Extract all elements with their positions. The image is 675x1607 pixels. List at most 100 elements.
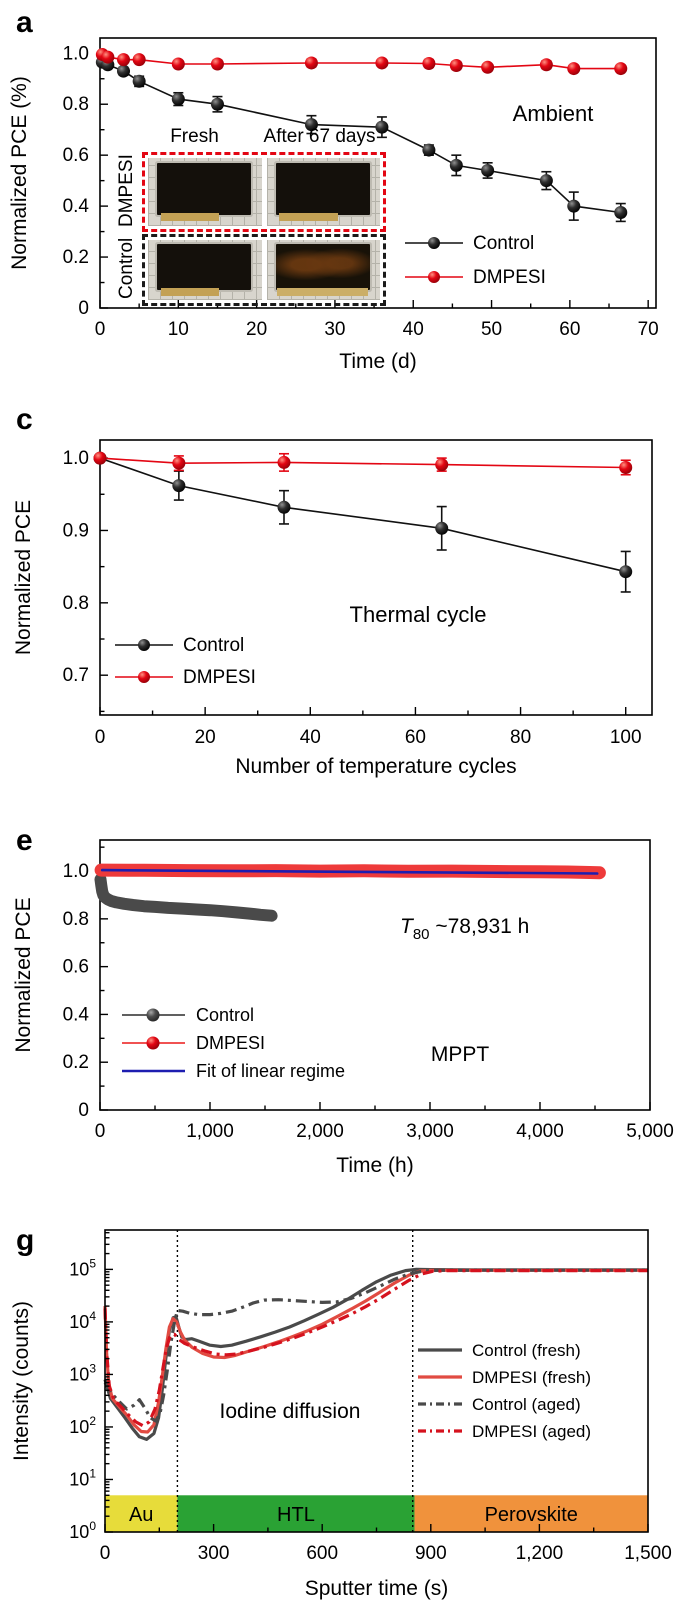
data-marker — [619, 565, 633, 579]
region-label-au: Au — [129, 1504, 153, 1526]
chart-ambient-stability: 0 10 20 30 40 50 60 70 0 0.2 0.4 0.6 0.8 1.0 Time (d) N… — [8, 37, 659, 373]
inset-row-label-dmpesi: DMPESI — [116, 154, 137, 228]
data-marker — [304, 56, 318, 70]
x-axis-label: Time (h) — [336, 1154, 413, 1177]
tick-label: 900 — [415, 1543, 447, 1564]
series-control-aged- — [103, 1268, 648, 1423]
legend-item-dmpesi: DMPESI — [122, 1033, 265, 1053]
tick-label: 0.6 — [63, 957, 89, 978]
tick-label: 50 — [481, 319, 502, 340]
tick-label: 4,000 — [516, 1121, 564, 1142]
tick-label: 0.8 — [63, 593, 89, 614]
tick-label: 10 — [168, 319, 189, 340]
legend-label: DMPESI (aged) — [472, 1422, 591, 1441]
legend-item-control-fresh-: Control (fresh) — [418, 1341, 581, 1360]
panel-c-thermal: c 0 20 40 60 80 100 0.7 0.8 0.9 1.0 Number of temp… — [0, 385, 675, 780]
legend-item-control: Control — [405, 233, 534, 254]
y-tick-label: 102 — [69, 1414, 96, 1437]
data-marker — [614, 205, 628, 219]
legend-item-control-aged-: Control (aged) — [418, 1395, 581, 1414]
data-marker — [146, 1036, 160, 1050]
legend-label: Control (aged) — [472, 1395, 581, 1414]
tick-label: 0 — [95, 319, 106, 340]
chart-mppt-tracking: 0 1,000 2,000 3,000 4,000 5,000 0 0.2 0.4 0.6 0.8 1… — [12, 839, 674, 1177]
data-marker — [567, 62, 581, 76]
annotation-t80: T80 ~78,931 h — [400, 915, 529, 943]
y-tick-label: 104 — [69, 1309, 96, 1332]
region-perovskite — [414, 1495, 648, 1532]
legend-item-fit-of-linear-regime: Fit of linear regime — [122, 1061, 345, 1081]
data-marker — [422, 56, 436, 70]
region-label-htl: HTL — [277, 1504, 315, 1526]
data-marker — [567, 199, 581, 213]
data-marker — [116, 53, 130, 67]
data-marker — [171, 57, 185, 71]
data-marker — [428, 271, 440, 283]
legend-label: DMPESI — [196, 1033, 265, 1053]
chart-thermal-cycle: 0 20 40 60 80 100 0.7 0.8 0.9 1.0 Number of temper… — [12, 439, 653, 778]
y-tick-label: 105 — [69, 1256, 96, 1279]
tick-label: 1.0 — [63, 448, 89, 469]
legend-label: DMPESI — [473, 267, 546, 288]
data-marker — [481, 60, 495, 74]
x-axis-label: Time (d) — [339, 350, 416, 373]
legend-label: Control — [183, 635, 244, 656]
panel-e-mppt: e 0 1,000 2,000 3,000 4,000 5,000 0 0.2 0.4 0.6 0.… — [0, 780, 675, 1180]
annotation-mppt: MPPT — [431, 1043, 490, 1066]
data-marker — [449, 59, 463, 73]
region-htl — [177, 1495, 415, 1532]
tick-label: 100 — [610, 727, 642, 748]
sample-cell — [275, 162, 370, 222]
inset-control-photos — [142, 234, 386, 306]
legend-label: DMPESI — [183, 667, 256, 688]
legend-label: DMPESI (fresh) — [472, 1368, 591, 1387]
data-marker — [210, 57, 224, 71]
tick-label: 5,000 — [626, 1121, 674, 1142]
y-axis-label: Intensity (counts) — [10, 1301, 33, 1461]
panel-letter-g: g — [16, 1224, 35, 1257]
data-marker — [375, 56, 389, 70]
tick-label: 1,200 — [516, 1543, 564, 1564]
data-marker — [619, 461, 633, 474]
sample-cell — [275, 244, 370, 297]
data-marker — [539, 58, 553, 72]
tick-label: 80 — [510, 727, 531, 748]
y-tick-label: 100 — [69, 1519, 96, 1542]
panel-letter-e: e — [16, 824, 33, 857]
photo-dmpesi-fresh — [148, 158, 262, 226]
tick-label: 1.0 — [63, 43, 89, 64]
tick-label: 40 — [300, 727, 321, 748]
data-marker — [172, 479, 186, 493]
tick-label: 0.6 — [63, 145, 89, 166]
annotation-iodine-diffusion: Iodine diffusion — [220, 1400, 361, 1423]
legend-label: Control (fresh) — [472, 1341, 581, 1360]
region-au — [105, 1495, 178, 1532]
tick-label: 0 — [78, 298, 89, 319]
plot-frame — [99, 839, 651, 1111]
data-marker — [172, 456, 186, 470]
tick-label: 1.0 — [63, 861, 89, 882]
tick-label: 40 — [403, 319, 424, 340]
data-marker — [146, 1008, 160, 1022]
y-axis-label: Normalized PCE (%) — [8, 76, 31, 270]
data-marker — [422, 143, 436, 157]
series-dmpesi-fresh- — [103, 1268, 648, 1434]
data-marker — [277, 500, 291, 514]
tick-label: 0 — [95, 727, 106, 748]
tick-label: 300 — [198, 1543, 230, 1564]
tick-label: 0.9 — [63, 520, 89, 541]
legend-item-dmpesi: DMPESI — [405, 267, 546, 288]
tick-label: 0.4 — [63, 1004, 90, 1025]
photo-control-aged — [266, 240, 380, 300]
y-axis-label: Normalized PCE — [12, 897, 35, 1052]
data-marker — [101, 50, 115, 64]
sample-cell — [157, 162, 252, 222]
tick-label: 0 — [78, 1100, 89, 1121]
panel-a-ambient: a 0 10 20 30 40 50 60 70 0 0.2 0.4 0.6 0.8 1.0 Time (d… — [0, 0, 675, 385]
x-axis-label: Sputter time (s) — [305, 1577, 449, 1600]
sample-cell — [157, 244, 252, 297]
panel-letter-a: a — [16, 6, 33, 39]
data-marker — [375, 120, 389, 134]
tick-label: 0.4 — [63, 196, 90, 217]
inset-label-aged: After 67 days — [263, 126, 376, 147]
